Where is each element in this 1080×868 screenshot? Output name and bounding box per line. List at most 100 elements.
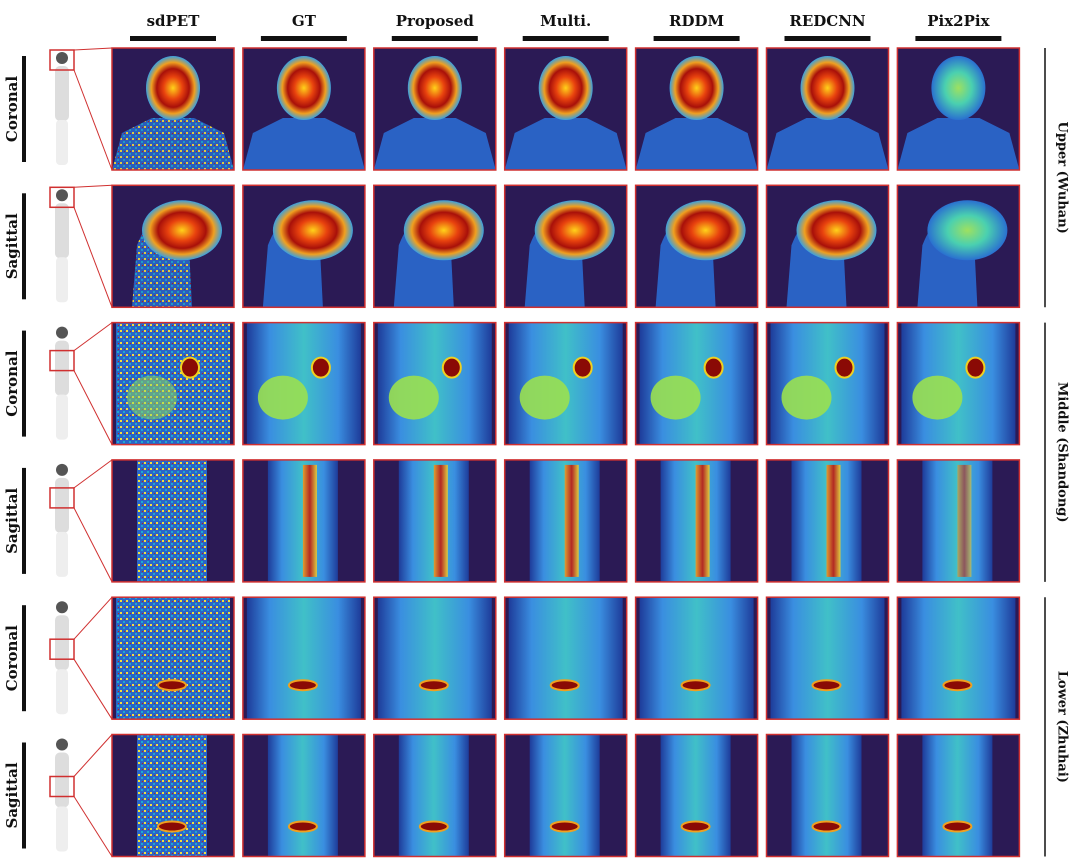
- connector: [73, 69, 113, 171]
- image-border: [373, 47, 497, 171]
- column-header: Pix2Pix: [927, 12, 990, 30]
- heart: [310, 356, 331, 379]
- image-border: [896, 184, 1021, 309]
- torso: [267, 734, 338, 857]
- pet-image: [373, 596, 497, 720]
- brain: [538, 56, 593, 120]
- torso: [660, 734, 731, 857]
- liver: [912, 375, 963, 420]
- pet-image: [111, 47, 235, 171]
- torso: [791, 734, 862, 857]
- header-bar: [260, 36, 347, 41]
- pet-image: [242, 459, 366, 583]
- pet-image: [503, 184, 628, 309]
- brain: [407, 56, 462, 120]
- brain: [146, 56, 200, 120]
- pet-image: [896, 596, 1021, 720]
- heart: [965, 356, 986, 379]
- connector: [73, 796, 113, 857]
- pet-image: [111, 184, 235, 309]
- torso: [508, 597, 623, 720]
- pet-image: [503, 47, 628, 171]
- bladder: [811, 820, 842, 833]
- header-bar: [653, 36, 740, 41]
- image-border: [765, 321, 890, 446]
- bladder: [549, 679, 580, 692]
- column-header: GT: [292, 12, 317, 30]
- pet-image: [765, 321, 890, 446]
- header-bar: [915, 36, 1002, 41]
- column-header: Proposed: [396, 12, 475, 30]
- image-border: [373, 321, 497, 446]
- neck: [766, 118, 889, 170]
- pet-image: [765, 184, 890, 309]
- image-border: [634, 47, 759, 171]
- pet-image: [242, 47, 366, 171]
- thumb-legs: [56, 120, 68, 165]
- image-border: [634, 733, 759, 858]
- spine: [433, 464, 448, 577]
- image-border: [896, 459, 1021, 583]
- torso: [639, 597, 754, 720]
- row: Coronal: [3, 596, 1021, 720]
- brain: [800, 56, 855, 120]
- image-border: [242, 321, 366, 446]
- thumb-body: [55, 203, 69, 259]
- row-bar: [22, 742, 26, 849]
- header-bar: [522, 36, 609, 41]
- image-border: [503, 321, 628, 446]
- heart: [572, 356, 593, 379]
- pet-image: [503, 733, 628, 858]
- thumb-legs: [56, 257, 68, 303]
- brain: [669, 56, 724, 120]
- image-border: [503, 596, 628, 720]
- image-border: [111, 184, 235, 309]
- brain: [276, 56, 331, 120]
- torso: [901, 597, 1016, 720]
- neck: [373, 118, 496, 170]
- torso: [398, 734, 469, 857]
- image-border: [373, 733, 497, 858]
- thumb-head: [56, 326, 68, 339]
- brain: [534, 200, 615, 261]
- pet-image: [111, 596, 235, 720]
- connector: [73, 184, 113, 188]
- image-border: [896, 321, 1021, 446]
- row-label: Sagittal: [3, 213, 21, 279]
- bladder: [680, 679, 711, 692]
- pet-image: [373, 184, 497, 309]
- row: Coronal: [3, 321, 1021, 446]
- brain: [665, 200, 746, 261]
- group-label: Middle (Shandong): [1055, 382, 1070, 523]
- brain: [796, 200, 877, 261]
- bladder: [549, 820, 580, 833]
- liver: [650, 375, 701, 420]
- pet-image: [765, 459, 890, 583]
- row: Sagittal: [3, 733, 1021, 858]
- column-header: REDCNN: [789, 12, 866, 30]
- bladder: [157, 820, 187, 833]
- row: Sagittal: [3, 184, 1021, 309]
- thumb-head: [56, 189, 68, 202]
- brain: [927, 200, 1008, 261]
- image-border: [111, 459, 235, 583]
- image-border: [765, 184, 890, 309]
- pet-image: [634, 733, 759, 858]
- connector: [73, 658, 113, 720]
- thumb-head: [56, 463, 68, 476]
- image-border: [111, 596, 235, 720]
- connector: [73, 596, 113, 640]
- image-border: [765, 733, 890, 858]
- image-border: [896, 47, 1021, 171]
- pet-image: [634, 459, 759, 583]
- bladder: [942, 820, 973, 833]
- image-border: [765, 596, 890, 720]
- pet-image: [503, 459, 628, 583]
- neck: [112, 118, 234, 170]
- heart: [180, 356, 200, 379]
- row: Coronal: [3, 47, 1021, 171]
- image-border: [242, 596, 366, 720]
- pet-image: [896, 459, 1021, 583]
- image-border: [634, 184, 759, 309]
